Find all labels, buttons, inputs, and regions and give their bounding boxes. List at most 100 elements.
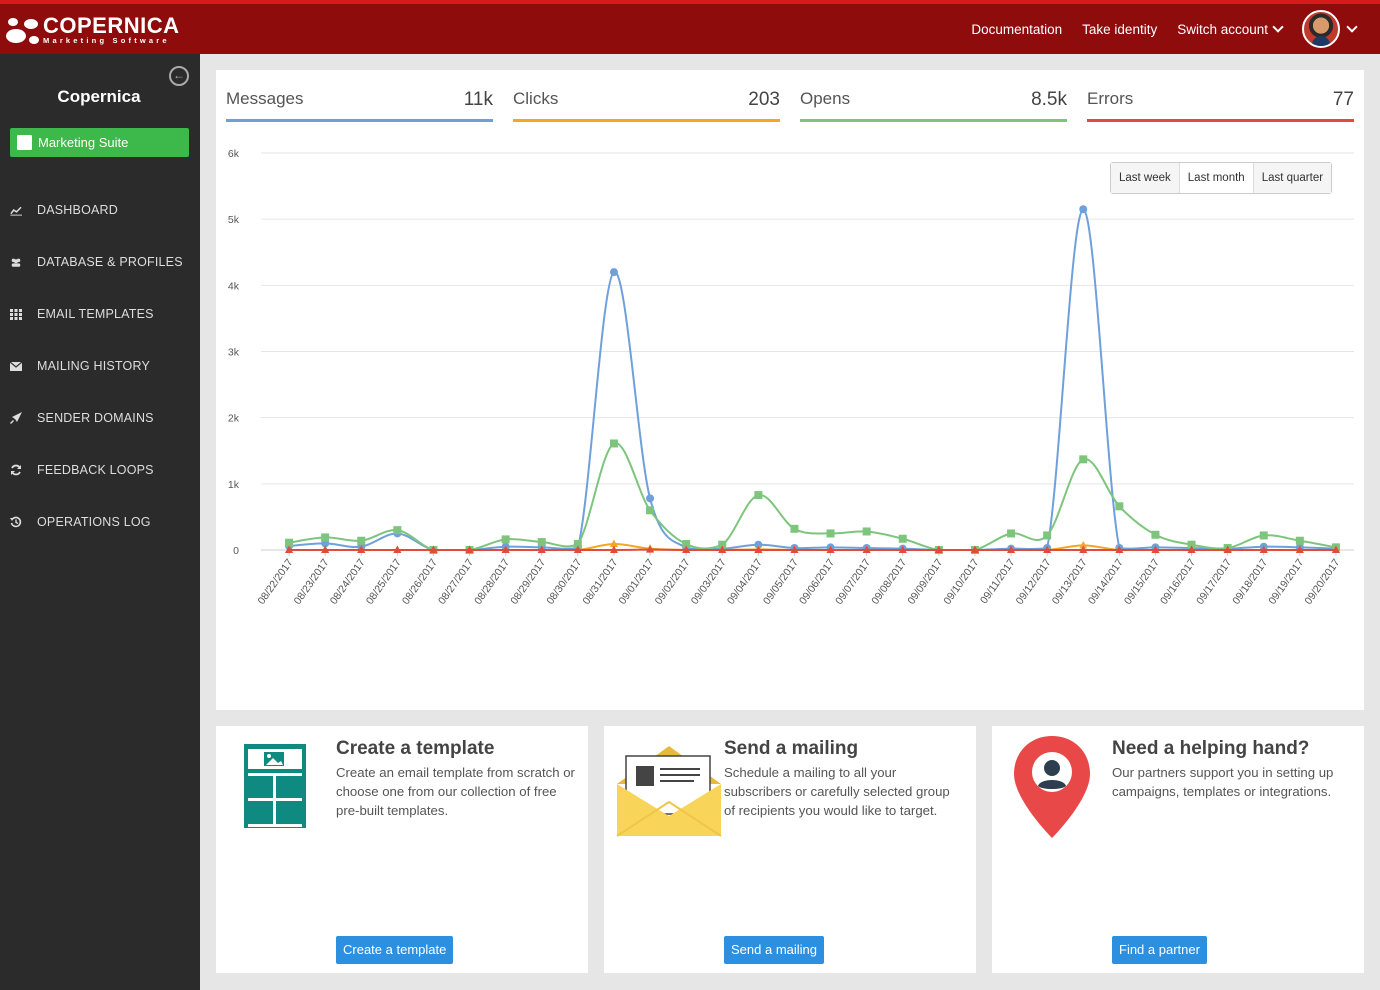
data-point-errors [501, 545, 510, 553]
data-point-opens [826, 529, 835, 538]
x-tick-label: 09/13/2017 [1050, 557, 1090, 607]
y-tick-label: 5k [228, 214, 240, 226]
data-point-errors [1331, 545, 1340, 553]
last-month-button[interactable]: Last month [1179, 163, 1254, 193]
data-point-opens [646, 506, 655, 515]
data-point-errors [1295, 545, 1304, 553]
sidebar-item-mailing-history[interactable]: MAILING HISTORY [0, 340, 200, 392]
chevron-down-icon [1272, 21, 1284, 33]
data-point-opens [501, 535, 510, 544]
data-point-errors [465, 545, 474, 553]
send-mailing-button[interactable]: Send a mailing [724, 936, 824, 964]
data-point-messages [646, 494, 655, 503]
documentation-link[interactable]: Documentation [971, 21, 1063, 37]
find-partner-button[interactable]: Find a partner [1112, 936, 1207, 964]
y-tick-label: 3k [228, 347, 240, 359]
data-point-errors [754, 545, 763, 553]
y-tick-label: 6k [228, 148, 240, 160]
card-text: Our partners support you in setting up c… [1112, 765, 1334, 799]
x-tick-label: 08/24/2017 [328, 557, 368, 607]
data-point-opens [1187, 540, 1196, 549]
data-point-messages [609, 268, 618, 277]
sidebar-item-label: OPERATIONS LOG [37, 515, 151, 529]
stat-opens[interactable]: Opens 8.5k [800, 86, 1067, 122]
data-point-opens [393, 526, 402, 535]
take-identity-link[interactable]: Take identity [1082, 21, 1158, 37]
create-template-card: Create a template Create an email templa… [216, 726, 588, 973]
data-point-errors [1007, 545, 1016, 553]
user-menu-chevron-icon[interactable] [1346, 21, 1358, 33]
series-line-opens [288, 442, 1337, 551]
data-point-errors [790, 545, 799, 553]
data-point-messages [754, 540, 763, 549]
data-point-opens [357, 536, 366, 545]
card-title: Need a helping hand? [1112, 738, 1310, 759]
stat-value: 203 [748, 89, 780, 110]
data-point-errors [1043, 545, 1052, 553]
data-point-errors [862, 545, 871, 553]
sidebar-item-sender-domains[interactable]: SENDER DOMAINS [0, 392, 200, 444]
data-point-opens [682, 540, 691, 549]
card-title: Send a mailing [724, 738, 859, 759]
data-point-clicks [1079, 540, 1088, 549]
x-tick-label: 09/07/2017 [833, 557, 873, 607]
sidebar-item-dashboard[interactable]: DASHBOARD [0, 184, 200, 236]
x-tick-label: 08/23/2017 [292, 557, 332, 607]
x-tick-label: 09/08/2017 [869, 557, 909, 607]
sidebar-item-label: EMAIL TEMPLATES [37, 307, 154, 321]
collapse-sidebar-icon[interactable]: ← [169, 66, 189, 86]
last-quarter-button[interactable]: Last quarter [1253, 163, 1332, 193]
stat-label: Messages [226, 89, 304, 108]
data-point-errors [970, 545, 979, 553]
y-tick-label: 0 [233, 545, 239, 557]
top-bar: COPERNICA Marketing Software Documentati… [0, 0, 1380, 54]
x-tick-label: 09/09/2017 [905, 557, 945, 607]
marketing-suite-button[interactable]: Marketing Suite [10, 128, 189, 157]
data-point-errors [826, 545, 835, 553]
data-point-errors [285, 545, 294, 553]
data-point-opens [1151, 530, 1160, 539]
stat-messages[interactable]: Messages 11k [226, 86, 493, 122]
x-tick-label: 09/06/2017 [797, 557, 837, 607]
x-tick-label: 09/05/2017 [761, 557, 801, 607]
data-point-errors [1223, 545, 1232, 553]
data-point-opens [285, 538, 294, 547]
data-point-errors [718, 545, 727, 553]
data-point-opens [1259, 531, 1268, 540]
x-tick-label: 09/01/2017 [617, 557, 657, 607]
stat-clicks[interactable]: Clicks 203 [513, 86, 780, 122]
x-tick-label: 08/25/2017 [364, 557, 404, 607]
brand-name: COPERNICA [43, 12, 180, 38]
sidebar-item-email-templates[interactable]: EMAIL TEMPLATES [0, 288, 200, 340]
data-point-opens [790, 524, 799, 533]
stat-errors[interactable]: Errors 77 [1087, 86, 1354, 122]
history-icon [10, 516, 22, 528]
sidebar-item-feedback-loops[interactable]: FEEDBACK LOOPS [0, 444, 200, 496]
time-range-selector: Last week Last month Last quarter [1110, 162, 1333, 194]
sidebar-item-database-profiles[interactable]: DATABASE & PROFILES [0, 236, 200, 288]
switch-account-dropdown[interactable]: Switch account [1177, 21, 1284, 37]
grid-icon [10, 308, 22, 320]
data-point-errors [646, 545, 655, 553]
helping-hand-card: Need a helping hand? Our partners suppor… [992, 726, 1364, 973]
stat-value: 77 [1332, 89, 1354, 110]
stat-value: 11k [463, 89, 493, 110]
data-point-opens [1043, 531, 1052, 540]
data-point-errors [429, 545, 438, 553]
create-template-button[interactable]: Create a template [336, 936, 454, 964]
data-point-errors [537, 545, 546, 553]
envelope-icon [10, 360, 22, 372]
data-point-errors [682, 545, 691, 553]
map-pin-user-icon [1014, 736, 1090, 838]
refresh-icon [10, 464, 22, 476]
card-text: Schedule a mailing to all your subscribe… [724, 765, 950, 818]
copernica-logo[interactable]: COPERNICA Marketing Software [4, 12, 180, 48]
data-point-errors [1187, 545, 1196, 553]
sidebar-item-label: MAILING HISTORY [37, 359, 150, 373]
last-week-button[interactable]: Last week [1111, 163, 1180, 193]
envelope-letter-icon [616, 746, 722, 837]
sidebar-item-operations-log[interactable]: OPERATIONS LOG [0, 496, 200, 548]
avatar[interactable] [1302, 10, 1340, 48]
x-tick-label: 08/22/2017 [256, 557, 296, 607]
data-point-errors [609, 545, 618, 553]
